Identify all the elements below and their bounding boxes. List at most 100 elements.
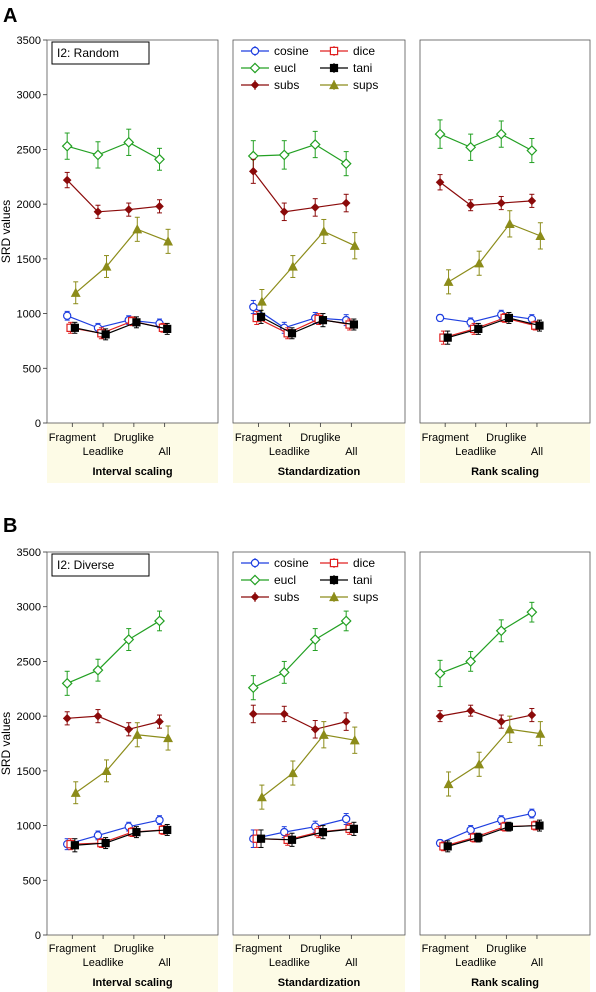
- legend: cosine dice eucl tani subs sups: [241, 44, 378, 92]
- data-point-eucl: [61, 140, 73, 152]
- data-point-subs: [527, 710, 537, 720]
- data-point-subs: [155, 717, 164, 726]
- data-point-subs: [248, 709, 258, 719]
- legend-marker-eucl: [249, 62, 261, 74]
- series-group: [61, 610, 174, 853]
- series-group: [247, 610, 360, 848]
- data-point-eucl: [92, 664, 104, 676]
- y-tick-label: 500: [23, 363, 41, 375]
- series-line-eucl: [253, 620, 347, 689]
- series-line-eucl: [253, 143, 347, 165]
- series-line-tani: [447, 824, 540, 847]
- subplot-frame: [46, 39, 219, 424]
- data-point-sups: [349, 240, 360, 250]
- series-line-cosine: [439, 314, 532, 323]
- y-tick-label: 2000: [17, 711, 41, 723]
- data-point-sups: [535, 728, 546, 738]
- data-point-tani: [349, 320, 359, 329]
- data-point-eucl: [526, 606, 538, 618]
- data-point-sups: [132, 729, 143, 739]
- x-tick-label: Leadlike: [455, 957, 496, 969]
- x-axis-label: Standardization: [278, 977, 361, 989]
- series-cosine: [435, 808, 537, 848]
- x-tick-label: Fragment: [235, 943, 282, 955]
- data-point-tani: [163, 324, 172, 333]
- data-point-tani: [287, 329, 297, 338]
- series-sups: [70, 722, 174, 805]
- series-line-cosine: [66, 315, 160, 329]
- y-axis-label: SRD values: [0, 712, 13, 775]
- series-line-tani: [260, 316, 354, 334]
- series-eucl: [434, 601, 538, 688]
- data-point-tani: [287, 835, 297, 844]
- series-dice: [439, 313, 540, 345]
- data-point-subs: [496, 198, 506, 208]
- legend-label-cosine: cosine: [274, 556, 309, 570]
- data-point-eucl: [340, 158, 352, 170]
- data-point-eucl: [92, 149, 104, 161]
- legend-label-subs: subs: [274, 78, 299, 92]
- data-point-subs: [93, 711, 103, 721]
- series-tani: [443, 311, 544, 345]
- legend-label-subs: subs: [274, 590, 299, 604]
- series-subs: [62, 709, 164, 737]
- data-point-subs: [93, 207, 103, 217]
- data-point-tani: [504, 822, 514, 831]
- data-point-sups: [474, 759, 485, 769]
- data-point-tani: [256, 834, 266, 843]
- series-eucl: [247, 130, 352, 177]
- legend: cosine dice eucl tani subs sups: [241, 556, 378, 604]
- series-tani: [70, 823, 172, 853]
- data-point-subs: [466, 706, 475, 715]
- data-point-sups: [443, 276, 454, 286]
- x-tick-label: All: [531, 957, 543, 969]
- series-subs: [435, 704, 537, 729]
- data-point-cosine: [62, 311, 72, 320]
- series-group: [61, 128, 174, 341]
- x-tick-label: All: [531, 446, 543, 458]
- series-line-eucl: [66, 620, 160, 684]
- data-point-tani: [443, 333, 452, 342]
- x-tick-label: Leadlike: [269, 957, 310, 969]
- x-axis-label: Interval scaling: [92, 466, 172, 478]
- data-point-subs: [124, 724, 134, 734]
- legend-marker-subs: [250, 80, 260, 90]
- data-point-eucl: [434, 668, 446, 679]
- series-line-tani: [447, 317, 540, 339]
- data-point-tani: [101, 838, 110, 848]
- data-point-sups: [349, 735, 360, 745]
- y-axis-label: SRD values: [0, 200, 13, 263]
- data-point-subs: [310, 203, 320, 212]
- data-point-subs: [341, 717, 351, 726]
- x-tick-label: Druglike: [114, 943, 154, 955]
- data-point-eucl: [123, 634, 135, 645]
- data-point-tani: [504, 313, 514, 323]
- data-point-eucl: [123, 136, 135, 148]
- data-point-sups: [256, 296, 267, 306]
- series-tani: [256, 821, 359, 848]
- data-point-subs: [155, 202, 164, 211]
- data-point-eucl: [309, 139, 321, 150]
- data-point-tani: [318, 828, 328, 837]
- series-sups: [443, 715, 546, 797]
- series-line-cosine: [439, 812, 532, 844]
- series-line-eucl: [439, 611, 533, 675]
- series-line-subs: [66, 179, 160, 213]
- data-point-cosine: [155, 815, 164, 825]
- data-point-eucl: [154, 153, 165, 165]
- data-point-sups: [256, 791, 267, 802]
- data-point-sups: [163, 732, 174, 743]
- series-subs: [62, 171, 164, 219]
- legend-label-sups: sups: [353, 78, 378, 92]
- legend-marker-dice: [329, 46, 339, 56]
- x-tick-label: All: [345, 446, 357, 458]
- y-tick-label: 1000: [17, 821, 41, 833]
- series-line-subs: [439, 710, 532, 723]
- data-point-eucl: [154, 615, 165, 627]
- y-tick-label: 1500: [17, 254, 41, 266]
- data-point-cosine: [93, 831, 103, 840]
- data-point-subs: [496, 717, 506, 726]
- subplot-frame: [46, 551, 219, 936]
- data-point-eucl: [465, 141, 477, 153]
